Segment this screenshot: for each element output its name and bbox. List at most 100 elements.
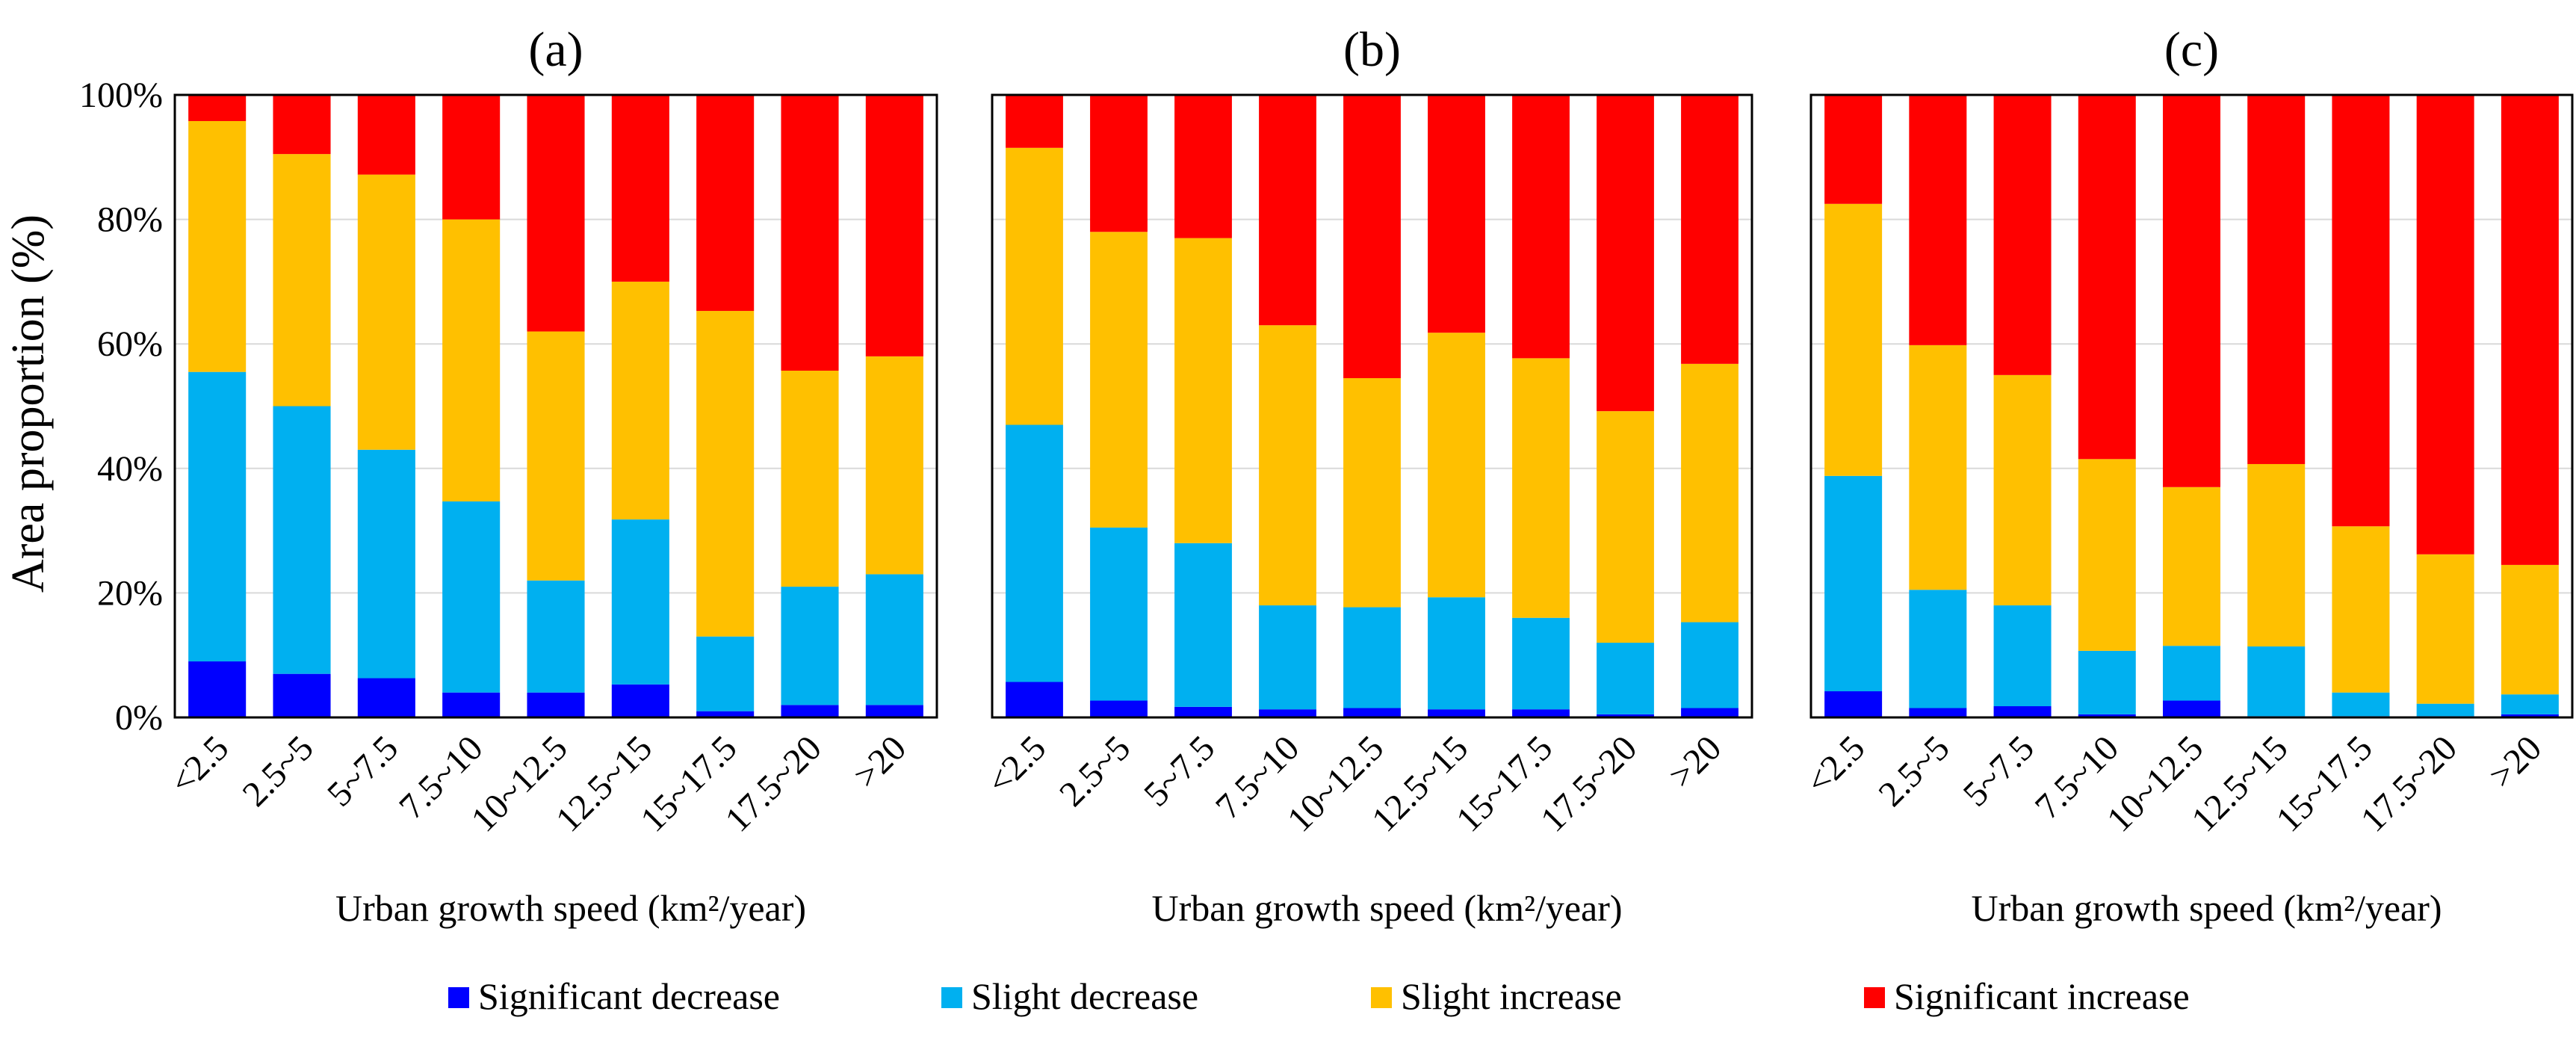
legend-swatch <box>1371 987 1392 1008</box>
bar-segment <box>2332 526 2390 693</box>
y-tick-label: 80% <box>97 200 163 240</box>
bar-segment <box>1824 203 1883 476</box>
bar-segment <box>1006 147 1063 425</box>
x-tick-label: <2.5 <box>979 728 1053 802</box>
bar-segment <box>1993 374 2052 606</box>
bar-segment <box>527 580 585 693</box>
bar-segment <box>1993 706 2052 717</box>
bar-segment <box>442 692 501 717</box>
bar-segment <box>357 678 415 717</box>
y-tick-label: 100% <box>79 75 163 115</box>
x-tick-label: 15~17.5 <box>633 728 744 839</box>
bar-segment <box>2163 487 2220 646</box>
bar-segment <box>696 311 755 637</box>
bar-segment <box>1174 95 1232 238</box>
bar-segment <box>1428 709 1485 717</box>
bar-segment <box>1597 95 1654 412</box>
bar-segment <box>865 574 923 705</box>
chart-panel-a: 0%20%40%60%80%100%<2.52.5~55~7.57.5~1010… <box>79 22 938 929</box>
bar-segment <box>442 219 501 501</box>
x-tick-label: 17.5~20 <box>718 728 829 839</box>
bar-segment <box>1824 95 1883 204</box>
bar-segment <box>1597 411 1654 643</box>
bar-segment <box>1909 590 1967 708</box>
x-tick-label: <2.5 <box>1798 728 1872 802</box>
legend: Significant decrease Slight decrease Sligh… <box>448 975 2190 1017</box>
y-axis-label: Area proportion (%) <box>3 214 54 593</box>
bar-segment <box>1259 709 1316 717</box>
x-axis-label: Urban growth speed (km²/year) <box>1971 887 2442 929</box>
bar-segment <box>357 174 415 450</box>
legend-label: Significant increase <box>1894 975 2190 1017</box>
bar-segment <box>865 705 923 717</box>
x-tick-label: 12.5~15 <box>2184 728 2295 839</box>
plot-frame <box>173 93 938 719</box>
bar-segment <box>1993 95 2052 375</box>
bar-segment <box>2078 459 2136 651</box>
bar-segment <box>1006 95 1063 148</box>
bar-segment <box>1512 95 1570 359</box>
bar-segment <box>781 371 839 587</box>
bar-segment <box>2078 650 2136 714</box>
bar-segment <box>1174 238 1232 543</box>
bar-segment <box>696 711 755 717</box>
bar-segment <box>1909 95 1967 345</box>
bar-segment <box>1428 597 1485 710</box>
bar-segment <box>527 331 585 581</box>
bar-segment <box>273 673 331 717</box>
bar-segment <box>2247 463 2306 647</box>
bar-segment <box>2247 646 2306 717</box>
x-tick-label: >20 <box>846 728 914 796</box>
bar-segment <box>611 519 669 685</box>
bar-segment <box>357 95 415 175</box>
y-tick-label: 60% <box>97 324 163 364</box>
bar-segment <box>273 95 331 155</box>
bar-segment <box>696 95 755 312</box>
x-axis-label: Urban growth speed (km²/year) <box>335 887 806 929</box>
bar-segment <box>273 406 331 674</box>
bar-segment <box>2501 564 2559 695</box>
bar-segment <box>2078 714 2136 717</box>
bar-segment <box>1512 358 1570 618</box>
bar-segment <box>188 371 247 662</box>
bar-segment <box>2163 646 2220 701</box>
bar-segment <box>1909 708 1967 717</box>
bar-segment <box>1259 605 1316 710</box>
bar-segment <box>2416 703 2474 717</box>
bar-segment <box>1090 527 1148 701</box>
bar-segment <box>1428 333 1485 598</box>
bar-segment <box>357 449 415 679</box>
bar-segment <box>442 95 501 220</box>
x-tick-label: 10~12.5 <box>2099 728 2211 839</box>
bar-segment <box>1090 700 1148 717</box>
bar-segment <box>2163 95 2220 487</box>
bar-segment <box>2078 95 2136 460</box>
x-tick-label: 17.5~20 <box>1533 728 1644 839</box>
bar-segment <box>865 95 923 356</box>
panel-title: (c) <box>2164 22 2219 77</box>
x-tick-label: <2.5 <box>162 728 236 802</box>
bar-segment <box>2247 95 2306 464</box>
bar-segment <box>2501 714 2559 717</box>
legend-swatch <box>1864 987 1885 1008</box>
bar-segment <box>527 692 585 717</box>
bar-segment <box>1428 95 1485 333</box>
bar-segment <box>1090 95 1148 232</box>
legend-label: Slight increase <box>1401 975 1622 1017</box>
legend-label: Slight decrease <box>971 975 1198 1017</box>
x-tick-label: 5~7.5 <box>320 728 406 814</box>
bar-segment <box>1174 543 1232 707</box>
bar-segment <box>865 356 923 575</box>
bar-segment <box>1090 232 1148 528</box>
bar-segment <box>1343 95 1401 379</box>
chart-panel-b: <2.52.5~55~7.57.5~1010~12.512.5~1515~17.… <box>979 22 1753 929</box>
panel-title: (a) <box>528 22 583 77</box>
bar-segment <box>1681 622 1739 708</box>
plot-frame <box>991 93 1753 719</box>
bar-segment <box>1909 345 1967 590</box>
bar-segment <box>2332 95 2390 527</box>
bar-segment <box>527 95 585 332</box>
bar-segment <box>1681 363 1739 623</box>
bar-segment <box>1597 714 1654 717</box>
